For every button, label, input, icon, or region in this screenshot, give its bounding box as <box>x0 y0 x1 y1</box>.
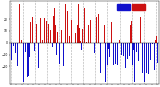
Bar <box>56 43 57 55</box>
Bar <box>157 43 158 63</box>
Bar <box>152 43 153 44</box>
Bar <box>119 40 120 43</box>
Bar <box>69 36 70 43</box>
Bar <box>117 43 118 65</box>
Bar <box>12 22 13 43</box>
Bar <box>140 17 141 43</box>
Bar <box>112 43 113 62</box>
Bar <box>104 25 105 43</box>
Bar <box>147 38 148 43</box>
Bar <box>134 43 135 82</box>
Bar <box>88 25 89 43</box>
Bar <box>25 43 26 52</box>
Bar <box>52 43 53 47</box>
Bar <box>133 43 134 50</box>
Bar <box>23 43 24 82</box>
Bar <box>155 40 156 43</box>
Bar <box>125 43 126 68</box>
Bar <box>98 14 99 43</box>
Bar <box>94 43 95 53</box>
Bar <box>82 29 83 43</box>
Bar <box>65 4 66 43</box>
Bar <box>38 43 39 68</box>
Bar <box>130 25 131 43</box>
Bar <box>90 20 91 43</box>
Bar <box>54 8 55 43</box>
Bar <box>100 43 101 73</box>
Bar <box>144 43 145 82</box>
Bar <box>81 43 82 50</box>
Bar <box>99 43 100 44</box>
Bar <box>108 43 109 49</box>
Bar <box>51 43 52 51</box>
Bar <box>63 43 64 66</box>
Bar <box>17 43 18 66</box>
Bar <box>60 32 61 43</box>
Bar <box>138 43 139 61</box>
Bar <box>146 43 147 74</box>
Bar <box>46 21 47 43</box>
Bar <box>86 42 87 43</box>
Bar <box>40 18 41 43</box>
Bar <box>55 25 56 43</box>
Bar <box>151 43 152 75</box>
Bar <box>132 4 145 10</box>
Bar <box>78 4 79 43</box>
Bar <box>13 43 14 46</box>
Bar <box>33 43 34 52</box>
Bar <box>48 24 49 43</box>
Bar <box>96 17 97 43</box>
Bar <box>107 43 108 65</box>
Bar <box>103 43 104 54</box>
Bar <box>11 43 12 60</box>
Bar <box>26 43 27 48</box>
Bar <box>36 24 37 43</box>
Bar <box>85 39 86 43</box>
Bar <box>21 40 22 43</box>
Bar <box>47 4 48 43</box>
Bar <box>34 43 35 51</box>
Bar <box>15 43 16 53</box>
Bar <box>111 22 112 43</box>
Bar <box>109 43 110 57</box>
Bar <box>42 40 43 43</box>
Bar <box>121 43 122 55</box>
Bar <box>67 11 68 43</box>
Bar <box>19 4 20 43</box>
Bar <box>29 43 30 57</box>
Bar <box>71 20 72 43</box>
Bar <box>148 43 149 74</box>
Bar <box>117 4 130 10</box>
Bar <box>77 25 78 43</box>
Bar <box>59 43 60 64</box>
Bar <box>50 30 51 43</box>
Bar <box>123 43 124 56</box>
Bar <box>30 22 31 43</box>
Bar <box>154 43 155 70</box>
Bar <box>129 43 130 56</box>
Bar <box>113 43 114 65</box>
Bar <box>57 32 58 43</box>
Bar <box>64 16 65 43</box>
Bar <box>156 36 157 43</box>
Bar <box>115 43 116 64</box>
Bar <box>44 18 45 43</box>
Bar <box>150 43 151 60</box>
Bar <box>61 30 62 43</box>
Bar <box>142 43 143 73</box>
